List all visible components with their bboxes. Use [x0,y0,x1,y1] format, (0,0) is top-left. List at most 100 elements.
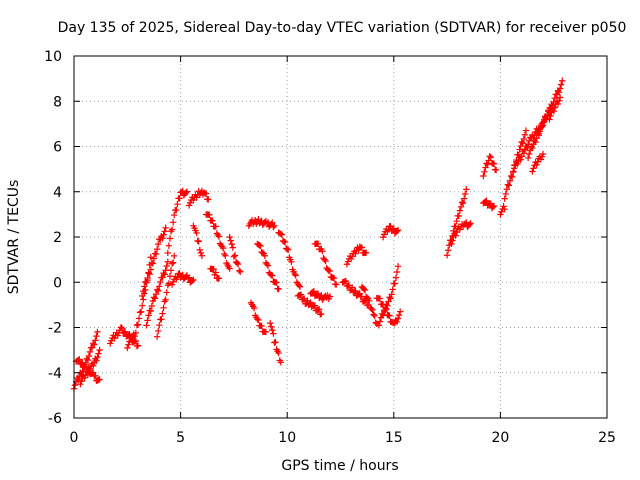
series-arc-39 [546,94,564,123]
data-point [142,278,149,286]
data-point [139,302,146,309]
data-point [297,291,305,298]
data-point [76,356,83,363]
data-point [525,150,533,158]
data-point [326,293,334,300]
data-point [193,229,200,237]
data-point [202,190,210,197]
series-arc-20 [275,229,304,290]
y-tick-label: 2 [53,230,62,246]
data-point [358,244,366,251]
data-point [157,278,164,286]
data-point [351,288,358,295]
data-point [352,287,359,295]
data-point [222,252,229,259]
data-point [376,295,384,302]
data-point [212,223,219,230]
data-point [134,321,142,328]
data-point [152,250,160,258]
data-point [309,288,316,296]
data-point [77,380,84,388]
data-point [362,249,370,256]
data-point [125,341,132,348]
data-point [273,279,280,286]
data-point [277,230,285,238]
data-point [375,322,383,329]
data-point [162,224,169,232]
data-point [521,131,529,138]
data-point [254,315,261,323]
x-tick-labels: 0 5 10 15 20 25 [70,430,616,446]
data-point [459,199,467,207]
data-point [519,140,526,147]
data-point [92,337,99,344]
data-point [487,154,495,161]
series-arc-40 [497,203,508,218]
data-point [489,203,497,211]
data-point [96,346,103,354]
data-point [85,352,93,360]
data-point [117,324,125,331]
data-point [84,371,92,378]
data-point [322,257,329,265]
series-arc-13 [202,211,233,272]
data-point [551,104,558,111]
data-point [205,196,212,203]
data-point [505,182,513,189]
data-point [145,270,152,277]
series-arc-32 [480,153,500,180]
data-point [184,275,192,282]
data-point [220,244,227,252]
data-point [295,282,303,289]
data-point [349,284,356,291]
data-point [134,342,142,349]
data-point [169,219,177,226]
data-point [361,286,369,294]
data-point [210,265,217,273]
data-point [89,362,97,370]
series-arc-08 [153,252,178,340]
y-axis-title: SDTVAR / TECUs [6,180,22,295]
y-tick-label: 8 [53,94,62,110]
data-point [368,305,375,313]
data-point [160,304,167,312]
data-point [128,337,135,344]
data-point [262,328,270,336]
data-point [215,233,223,240]
data-point [555,89,563,96]
data-point [467,220,474,227]
data-point [86,365,94,372]
data-point [492,166,500,174]
data-point [155,287,162,295]
data-point [94,328,101,336]
data-point [165,280,173,287]
data-point [266,319,274,327]
series-arc-38 [529,150,547,175]
data-point [171,211,178,219]
data-point [250,304,258,312]
data-point [168,226,176,233]
data-point [159,235,166,242]
data-point [535,132,542,139]
data-point [275,285,282,293]
data-point [139,292,146,300]
data-point [183,188,191,195]
data-point [163,289,170,296]
data-point [270,330,277,337]
data-point [366,297,373,305]
data-point [152,290,160,298]
data-point [483,197,490,204]
data-point [164,258,172,265]
data-point [296,283,304,290]
data-point [195,238,202,245]
series-arc-17 [254,240,282,293]
data-point [148,302,156,310]
data-point [118,325,126,332]
data-point [197,249,205,257]
data-point [153,333,161,340]
y-tick-label: -2 [48,321,62,337]
data-point [509,168,517,175]
data-point [168,260,176,267]
data-point [285,246,292,253]
